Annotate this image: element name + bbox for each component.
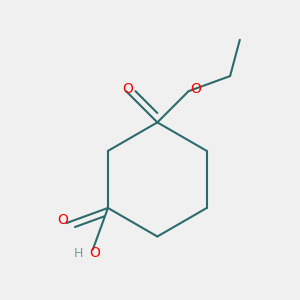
Text: H: H [74,247,84,260]
Text: O: O [190,82,201,96]
Text: O: O [57,213,68,227]
Text: O: O [89,246,100,260]
Text: O: O [122,82,134,96]
